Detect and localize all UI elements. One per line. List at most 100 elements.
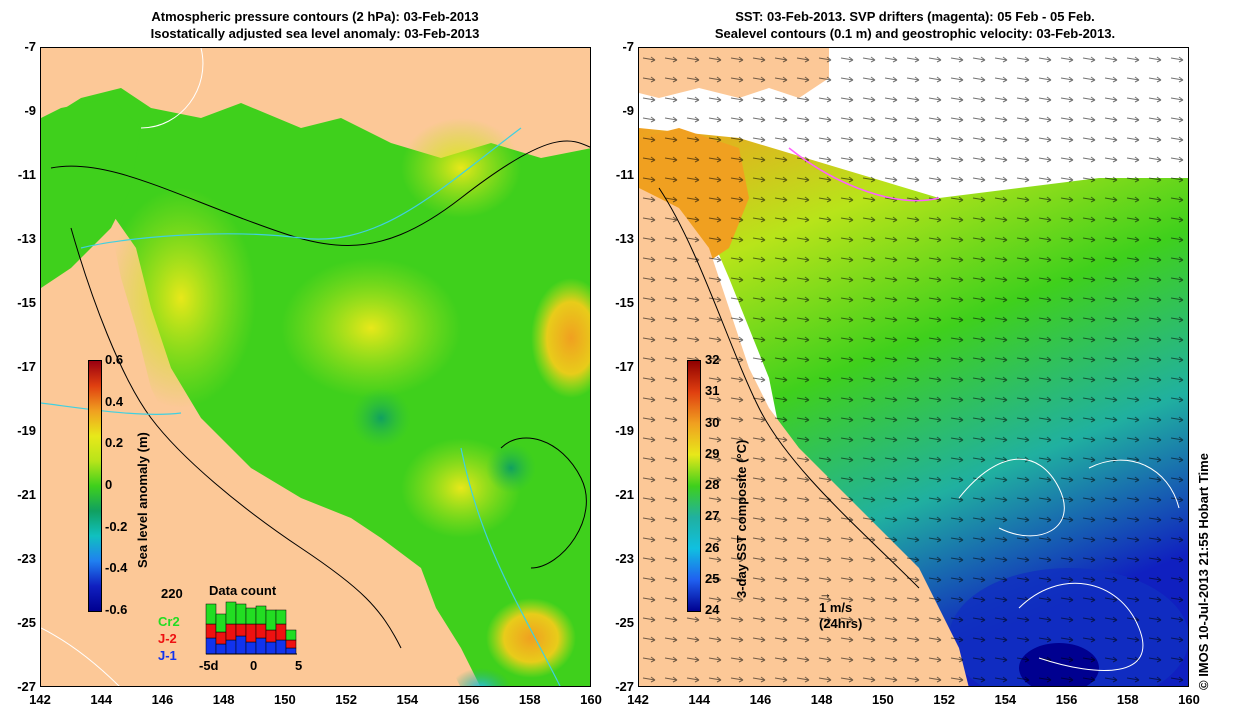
lat-tick-right: -21: [615, 487, 634, 502]
data-count-axis-start: -5d: [199, 658, 219, 673]
right-title-line2: Sealevel contours (0.1 m) and geostrophi…: [714, 26, 1116, 41]
lat-tick-left: -21: [17, 487, 36, 502]
data-count-bar: [275, 639, 287, 655]
velocity-scale-arrow: →: [819, 586, 832, 601]
data-count-bar: [205, 603, 217, 625]
copyright: © IMOS 10-Jul-2013 21:55 Hobart Time: [1196, 453, 1211, 690]
lon-tick-left: 142: [29, 692, 51, 707]
lat-tick-left: -13: [17, 231, 36, 246]
sla-land-png: [41, 48, 590, 108]
lat-tick-right: -11: [615, 167, 634, 182]
lat-tick-left: -15: [17, 295, 36, 310]
sst-map-graphic: [639, 48, 1188, 686]
data-count-bar: [255, 623, 267, 639]
data-count-bar: [215, 643, 227, 655]
data-count-axis-end: 5: [295, 658, 303, 673]
colorbar-tick: 26: [705, 539, 720, 555]
lon-tick-left: 154: [396, 692, 419, 707]
lat-tick-right: -23: [615, 551, 634, 566]
lon-tick-right: 158: [1116, 692, 1139, 707]
colorbar-tick: 32: [705, 352, 720, 367]
data-count-legend-cr2: Cr2: [158, 614, 180, 629]
lat-tick-right: -15: [615, 295, 634, 310]
lat-tick-left: -27: [17, 679, 36, 694]
lat-tick-left: -11: [17, 167, 36, 182]
lon-tick-left: 146: [151, 692, 174, 707]
data-count-bar: [215, 613, 227, 633]
lon-tick-right: 144: [688, 692, 711, 707]
data-count-bar: [275, 623, 287, 641]
data-count-bar: [235, 603, 247, 625]
sst-map: 32 31 30 29 28 27 26 25 24 3-day SST composite (…: [638, 47, 1189, 687]
data-count-bar: [285, 629, 297, 641]
lon-tick-left: 160: [580, 692, 602, 707]
data-count-bar: [205, 623, 217, 639]
lon-tick-right: 156: [1055, 692, 1078, 707]
lat-tick-right: -9: [622, 103, 634, 118]
sla-colorbar: [88, 360, 102, 612]
data-count-bar: [225, 623, 237, 641]
data-count-bar: [245, 623, 257, 643]
colorbar-tick: -0.2: [105, 518, 128, 534]
lat-tick-right: -13: [615, 231, 634, 246]
lon-tick-right: 154: [994, 692, 1017, 707]
lon-tick-left: 148: [212, 692, 235, 707]
lon-tick-right: 150: [872, 692, 894, 707]
lon-tick-left: 158: [518, 692, 541, 707]
lon-tick-right: 142: [627, 692, 649, 707]
colorbar-tick: 31: [705, 383, 720, 399]
right-title: SST: 03-Feb-2013. SVP drifters (magenta)…: [640, 8, 1190, 42]
lon-tick-right: 160: [1178, 692, 1200, 707]
sst-colorbar-label: 3-day SST composite (°C): [734, 439, 749, 598]
lat-tick-left: -7: [24, 39, 36, 54]
sla-gulf: [41, 98, 141, 308]
sst-colorbar: [687, 360, 701, 612]
data-count-max: 220: [161, 586, 183, 601]
left-title: Atmospheric pressure contours (2 hPa): 0…: [40, 8, 590, 42]
lon-tick-left: 152: [335, 692, 357, 707]
lat-tick-right: -7: [622, 39, 634, 54]
left-title-line1: Atmospheric pressure contours (2 hPa): 0…: [151, 9, 479, 24]
lat-tick-left: -25: [17, 615, 36, 630]
data-count-axis-zero: 0: [250, 658, 258, 673]
data-count-bar: [245, 641, 257, 655]
data-count-title: Data count: [209, 583, 277, 598]
sla-colorbar-label: Sea level anomaly (m): [135, 432, 150, 568]
sla-land-australia: [41, 228, 460, 686]
data-count-bar: [285, 647, 297, 655]
sla-map-graphic: [41, 48, 590, 686]
data-count-bar: [235, 635, 247, 655]
data-count-bar: [265, 641, 277, 655]
data-count-bar: [255, 637, 267, 655]
lon-tick-right: 146: [749, 692, 772, 707]
data-count-bar: [215, 631, 227, 645]
data-count-bar: [265, 629, 277, 643]
colorbar-tick: 0: [105, 477, 113, 492]
lat-tick-left: -23: [17, 551, 36, 566]
velocity-scale-label: 1 m/s: [819, 600, 853, 615]
colorbar-tick: -0.6: [105, 602, 128, 617]
velocity-scale-sub: (24hrs): [819, 616, 863, 631]
lat-tick-right: -25: [615, 615, 634, 630]
colorbar-tick: 0.2: [105, 435, 124, 451]
colorbar-tick: 27: [705, 508, 720, 524]
data-count-bar: [205, 637, 217, 655]
lon-tick-right: 148: [810, 692, 833, 707]
colorbar-tick: -0.4: [105, 560, 128, 576]
data-count-chart: [205, 601, 297, 655]
lat-tick-right: -27: [615, 679, 634, 694]
data-count-legend-j1: J-1: [158, 648, 177, 663]
lat-tick-left: -9: [24, 103, 36, 118]
data-count-bar: [225, 639, 237, 655]
lon-tick-right: 152: [933, 692, 955, 707]
colorbar-tick: 25: [705, 570, 720, 586]
lat-tick-right: -17: [615, 359, 634, 374]
data-count-bar: [225, 601, 237, 625]
data-count-bar: [235, 623, 247, 637]
data-count-bar: [255, 605, 267, 625]
colorbar-tick: 0.6: [105, 352, 124, 367]
data-count-bar: [275, 609, 287, 625]
colorbar-tick: 24: [705, 602, 720, 617]
data-count-bar: [245, 607, 257, 625]
left-title-line2: Isostatically adjusted sea level anomaly…: [150, 26, 480, 41]
